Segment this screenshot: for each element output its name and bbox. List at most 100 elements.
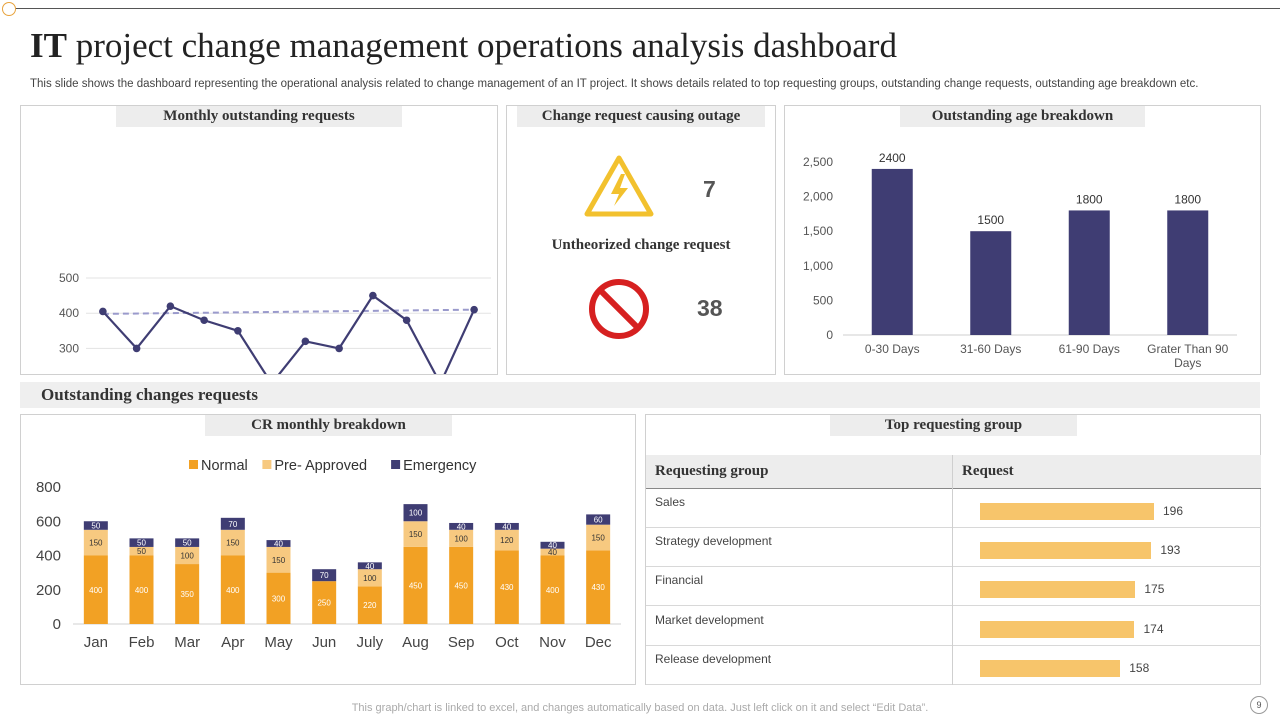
monthly-outstanding-panel: Monthly outstanding requests 01002003004…: [20, 105, 498, 375]
x-tick-label: 0-30 Days: [865, 342, 920, 356]
segment-label: 150: [591, 534, 605, 543]
bar: [1167, 210, 1209, 335]
bar-segment: [83, 521, 108, 530]
y-tick-label: 300: [59, 341, 79, 355]
bar-segment: [220, 529, 245, 556]
outage-count: 7: [703, 176, 716, 202]
data-point: [301, 337, 310, 346]
legend-swatch: [262, 460, 272, 469]
outage-title: Change request causing outage: [517, 106, 765, 127]
bar-segment: [220, 555, 245, 624]
segment-label: 150: [89, 539, 103, 548]
segment-label: 300: [272, 594, 286, 603]
y-tick-label: 200: [36, 582, 61, 599]
series-line: [102, 294, 476, 374]
bar-segment: [357, 562, 382, 570]
table-row: Sales 196: [646, 489, 1261, 528]
data-point: [99, 307, 107, 316]
segment-label: 100: [409, 509, 423, 518]
bar-segment: [312, 569, 337, 582]
x-tick-label-line2: Days: [1174, 356, 1201, 370]
data-point: [470, 305, 478, 314]
page-number: 9: [1250, 696, 1268, 714]
x-tick-label: Feb: [129, 634, 155, 651]
bar-segment: [83, 529, 108, 556]
y-tick-label: 0: [53, 616, 61, 633]
legend-label: Emergency: [403, 458, 477, 474]
top-requesting-title: Top requesting group: [830, 415, 1077, 436]
segment-label: 40: [502, 522, 511, 531]
bar-segment: [403, 504, 428, 522]
x-tick-label: Aug: [402, 634, 429, 651]
segment-label: 70: [228, 520, 237, 529]
data-label: 1800: [1076, 192, 1103, 206]
segment-label: 100: [454, 534, 468, 543]
bar-segment: [175, 546, 200, 565]
data-point: [132, 344, 141, 353]
bar-segment: [403, 521, 428, 547]
x-tick-label: Jan: [84, 634, 108, 651]
bar-segment: [175, 564, 200, 624]
data-label: 2400: [879, 151, 906, 165]
legend-label: Pre- Approved: [274, 458, 367, 474]
cr-monthly-title: CR monthly breakdown: [205, 415, 452, 436]
segment-label: 50: [183, 539, 192, 548]
segment-label: 450: [454, 581, 468, 590]
request-value: 174: [1143, 621, 1164, 636]
group-name: Release development: [655, 651, 772, 666]
group-name: Strategy development: [655, 534, 772, 549]
segment-label: 40: [457, 522, 466, 531]
bar-segment: [586, 550, 611, 624]
request-value: 193: [1160, 543, 1181, 558]
unauthorized-label: Untheorized change request: [551, 237, 731, 253]
segment-label: 100: [363, 574, 377, 583]
bar-segment: [129, 546, 154, 556]
segment-label: 50: [137, 547, 146, 556]
y-tick-label: 400: [59, 306, 79, 320]
segment-label: 50: [91, 522, 100, 531]
table-divider: [952, 455, 953, 685]
bar-segment: [494, 550, 519, 624]
data-point: [166, 302, 175, 310]
bar-segment: [449, 529, 474, 547]
section-title: Outstanding changes requests: [41, 385, 258, 404]
bar: [871, 168, 913, 335]
bar-segment: [129, 555, 154, 624]
group-name: Financial: [655, 573, 704, 588]
segment-label: 70: [320, 571, 329, 580]
segment-label: 450: [409, 581, 423, 590]
group-name: Market development: [655, 612, 764, 627]
monthly-outstanding-title: Monthly outstanding requests: [116, 106, 402, 127]
footer-note: This graph/chart is linked to excel, and…: [351, 702, 929, 714]
request-bar: [980, 659, 1121, 677]
bar-segment: [266, 546, 291, 573]
x-tick-label: May: [264, 634, 293, 651]
x-tick-label: Nov: [539, 634, 566, 651]
y-tick-label: 2,000: [803, 190, 833, 204]
data-label: 1500: [977, 213, 1004, 227]
table-row: Market development 174: [646, 607, 1261, 646]
bar-segment: [449, 522, 474, 530]
x-tick-label: Jun: [312, 634, 336, 651]
top-requesting-panel: Top requesting group Requesting group Re…: [645, 414, 1261, 685]
line-chart: 0100200300400500JanFebMarAprMayJunJulyAu…: [59, 271, 491, 374]
bar-segment: [586, 514, 611, 525]
age-breakdown-chart: 0 500 1,000 1,500 2,000 2,500 2400 0-30 Days 150…: [803, 151, 1237, 370]
page-title: IT project change management operations …: [30, 26, 897, 66]
page-subtitle: This slide shows the dashboard represent…: [30, 78, 1199, 90]
request-value: 158: [1129, 660, 1150, 675]
bar: [970, 231, 1012, 335]
segment-label: 220: [363, 601, 377, 610]
request-bar: [980, 581, 1136, 599]
table-header: Requesting group Request: [646, 455, 1261, 489]
request-bar: [980, 503, 1154, 520]
bar-segment: [494, 529, 519, 551]
y-tick-label: 500: [813, 293, 833, 307]
title-strong: IT: [30, 26, 67, 65]
data-point: [369, 291, 377, 300]
top-rule: [10, 8, 1280, 9]
segment-label: 430: [500, 583, 514, 592]
y-tick-label: 1,500: [803, 224, 833, 238]
cr-monthly-panel: CR monthly breakdown 0 200 400 600 800 Normal…: [20, 414, 636, 685]
bar-segment: [449, 546, 474, 624]
